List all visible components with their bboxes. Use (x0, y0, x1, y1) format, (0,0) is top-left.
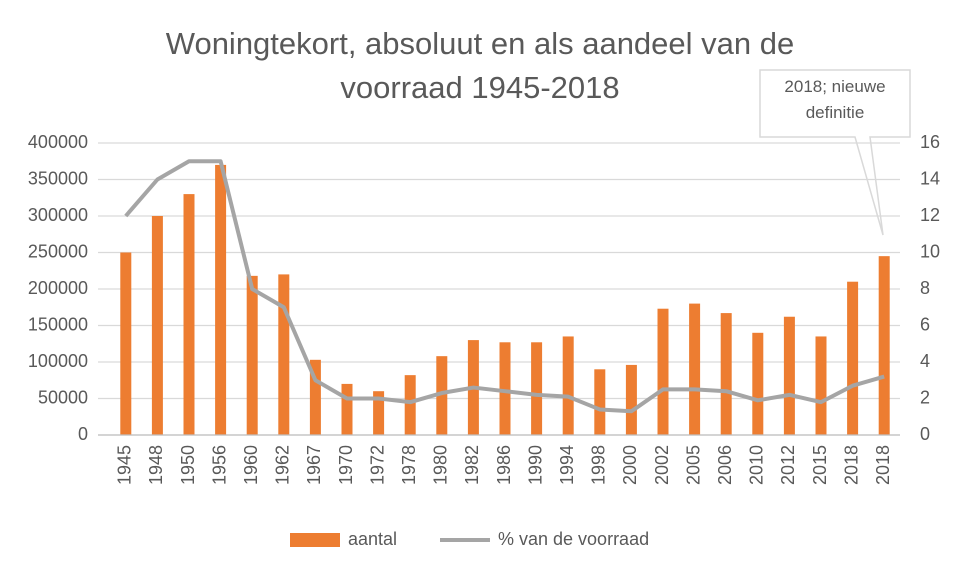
bar (215, 164, 227, 435)
bar (847, 281, 859, 435)
x-tick-label: 2006 (715, 445, 735, 485)
bar (752, 332, 764, 435)
x-tick-label: 2000 (620, 445, 640, 485)
legend-label: % van de voorraad (498, 529, 649, 549)
bar (562, 336, 574, 435)
bar (151, 216, 163, 435)
x-tick-label: 2002 (652, 445, 672, 485)
bar (120, 252, 132, 435)
bar (815, 336, 827, 435)
bar (783, 316, 795, 435)
line (124, 159, 885, 414)
x-tick-label: 1960 (241, 445, 261, 485)
x-tick-label: 1967 (304, 445, 324, 485)
y-tick-label: 200000 (28, 278, 88, 298)
y2-tick-label: 4 (920, 351, 930, 371)
bar (404, 375, 416, 435)
bar (246, 275, 258, 435)
x-tick-label: 1962 (273, 445, 293, 485)
x-tick-label: 2005 (683, 445, 703, 485)
x-tick-label: 2018 (873, 445, 893, 485)
bar (878, 256, 890, 435)
bar (689, 303, 701, 435)
x-tick-label: 1994 (557, 445, 577, 485)
x-tick-label: 1982 (462, 445, 482, 485)
y-tick-label: 150000 (28, 314, 88, 334)
bar (531, 342, 543, 435)
y-tick-label: 400000 (28, 132, 88, 152)
y2-tick-label: 8 (920, 278, 930, 298)
x-tick-label: 2015 (810, 445, 830, 485)
bar (594, 369, 606, 435)
y-tick-label: 100000 (28, 351, 88, 371)
y-tick-label: 0 (78, 424, 88, 444)
bar (657, 308, 669, 435)
legend-label: aantal (348, 529, 397, 549)
bar (183, 194, 195, 435)
y2-tick-label: 0 (920, 424, 930, 444)
y2-tick-label: 14 (920, 168, 940, 188)
x-tick-label: 1956 (209, 445, 229, 485)
bar (720, 313, 732, 435)
y-tick-label: 300000 (28, 205, 88, 225)
legend-swatch (290, 533, 340, 547)
x-tick-label: 1980 (431, 445, 451, 485)
bar (625, 364, 637, 435)
x-tick-label: 1972 (367, 445, 387, 485)
y2-tick-label: 2 (920, 387, 930, 407)
y2-tick-label: 10 (920, 241, 940, 261)
callout-box (759, 69, 911, 236)
bar (278, 274, 290, 435)
x-tick-label: 2012 (778, 445, 798, 485)
x-tick-label: 2010 (747, 445, 767, 485)
x-tick-label: 1978 (399, 445, 419, 485)
bar (373, 391, 385, 435)
bar (436, 356, 448, 435)
annotation: 2018; nieuwe definitie (784, 77, 886, 122)
x-tick-label: 1998 (589, 445, 609, 485)
x-tick-label: 1950 (178, 445, 198, 485)
bar (309, 359, 321, 435)
x-tick-label: 1970 (336, 445, 356, 485)
x-tick-label: 1986 (494, 445, 514, 485)
y2-tick-label: 16 (920, 132, 940, 152)
y2-tick-label: 6 (920, 314, 930, 334)
bar (341, 383, 353, 435)
y-tick-label: 250000 (28, 241, 88, 261)
x-tick-label: 1948 (146, 445, 166, 485)
y-tick-label: 50000 (38, 387, 88, 407)
y-tick-label: 350000 (28, 168, 88, 188)
y2-tick-label: 12 (920, 205, 940, 225)
x-tick-label: 1945 (115, 445, 135, 485)
chart-title: Woningtekort, absoluut en als aandeel va… (165, 26, 795, 105)
x-tick-label: 2018 (841, 445, 861, 485)
bar (499, 342, 511, 435)
x-tick-label: 1990 (525, 445, 545, 485)
